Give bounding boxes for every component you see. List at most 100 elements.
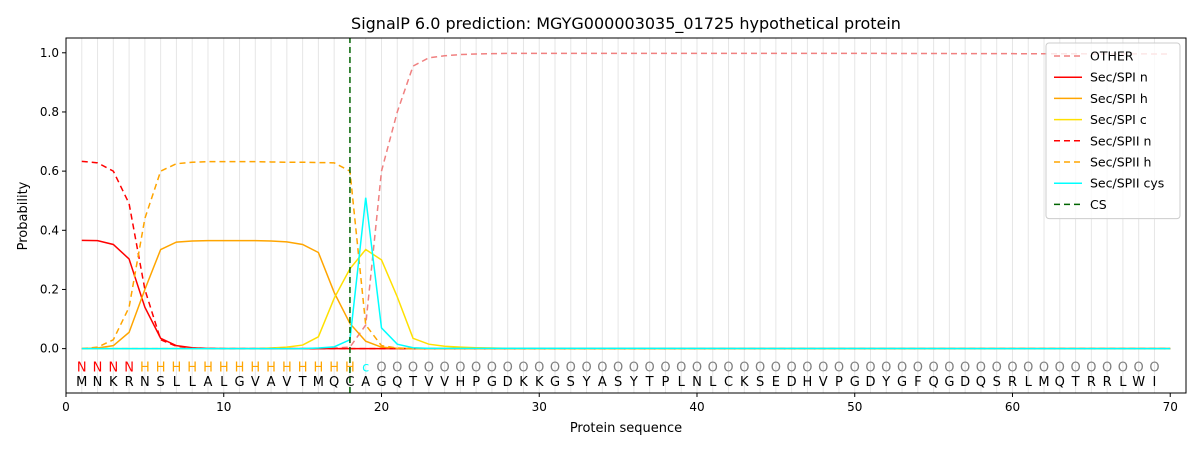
- annotation-letter: O: [992, 360, 1002, 375]
- x-tick-label: 10: [216, 400, 231, 414]
- annotation-letter: O: [439, 360, 449, 375]
- plot-frame: [65, 37, 1187, 394]
- sequence-letter: G: [944, 375, 954, 390]
- series-line-other: [81, 52, 1171, 350]
- annotation-letter: H: [140, 360, 150, 375]
- sequence-letter: V: [424, 375, 433, 390]
- annotation-letter: O: [613, 360, 623, 375]
- annotation-letter: O: [1039, 360, 1049, 375]
- sequence-letter: K: [109, 375, 118, 390]
- sequence-letter: P: [835, 375, 843, 390]
- annotation-letter: H: [266, 360, 276, 375]
- sequence-letter: K: [519, 375, 528, 390]
- annotation-letter: O: [739, 360, 749, 375]
- sequence-letter: P: [662, 375, 670, 390]
- annotation-letter: O: [455, 360, 465, 375]
- annotation-letter: H: [329, 360, 339, 375]
- sequence-letter: H: [803, 375, 813, 390]
- annotation-letter: O: [471, 360, 481, 375]
- sequence-letter: R: [1103, 375, 1112, 390]
- annotation-letter: O: [944, 360, 954, 375]
- annotation-letter: O: [566, 360, 576, 375]
- annotation-letter: O: [392, 360, 402, 375]
- sequence-letter: T: [1071, 375, 1080, 390]
- sequence-letter: G: [487, 375, 497, 390]
- y-axis-label: Probability: [16, 181, 31, 250]
- plot-area: NMNNNKNRHNHSHLHLHAHLHGHVHAHVHTHMHQHCcAOG…: [40, 37, 1187, 414]
- annotation-letter: N: [124, 360, 134, 375]
- annotation-letter: O: [1070, 360, 1080, 375]
- sequence-letter: L: [1119, 375, 1127, 390]
- series-line-sec-spii-h: [81, 160, 1171, 350]
- sequence-letter: V: [251, 375, 260, 390]
- annotation-letter: O: [676, 360, 686, 375]
- y-tick-label: 0.4: [40, 223, 59, 237]
- legend-entry: Sec/SPI h: [1090, 91, 1148, 106]
- chart-title: SignalP 6.0 prediction: MGYG000003035_01…: [351, 14, 901, 34]
- sequence-letter: S: [993, 375, 1001, 390]
- x-tick-label: 40: [689, 400, 704, 414]
- annotation-letter: H: [156, 360, 166, 375]
- annotation-letter: O: [913, 360, 923, 375]
- annotation-letter: O: [487, 360, 497, 375]
- annotation-letter: O: [818, 360, 828, 375]
- sequence-letter: V: [282, 375, 291, 390]
- sequence-letter: W: [1132, 375, 1145, 390]
- legend-entry: CS: [1090, 197, 1107, 212]
- annotation-letter: O: [787, 360, 797, 375]
- sequence-letter: G: [850, 375, 860, 390]
- annotation-letter: H: [203, 360, 213, 375]
- sequence-letter: A: [361, 375, 370, 390]
- annotation-letter: O: [802, 360, 812, 375]
- annotation-letter: O: [755, 360, 765, 375]
- legend-entry: Sec/SPI c: [1090, 112, 1147, 127]
- annotation-letter: O: [850, 360, 860, 375]
- series-line-sec-spii-n: [81, 160, 1171, 350]
- y-tick-label: 1.0: [40, 46, 59, 60]
- sequence-letter: I: [1153, 375, 1157, 390]
- sequence-letter: D: [960, 375, 970, 390]
- annotation-letter: O: [834, 360, 844, 375]
- sequence-letter: H: [455, 375, 465, 390]
- sequence-letter: S: [157, 375, 165, 390]
- sequence-letter: L: [220, 375, 228, 390]
- sequence-letter: N: [692, 375, 702, 390]
- series-line-sec-spii-cys: [81, 197, 1171, 350]
- series-group: [81, 38, 1171, 393]
- annotation-letter: O: [1134, 360, 1144, 375]
- sequence-letter: S: [756, 375, 764, 390]
- sequence-letter: M: [76, 375, 87, 390]
- annotation-letter: O: [1118, 360, 1128, 375]
- annotation-letter: O: [1102, 360, 1112, 375]
- annotation-letter: N: [77, 360, 87, 375]
- annotation-letter: N: [93, 360, 103, 375]
- sequence-letter: C: [724, 375, 733, 390]
- annotation-letter: H: [172, 360, 182, 375]
- annotation-letter: O: [897, 360, 907, 375]
- annotation-letter: O: [629, 360, 639, 375]
- y-tick-label: 0.2: [40, 282, 59, 296]
- legend-entry: Sec/SPII n: [1090, 133, 1151, 148]
- sequence-letter: T: [298, 375, 307, 390]
- sequence-letter: T: [645, 375, 654, 390]
- series-line-sec-spi-n: [81, 239, 1171, 350]
- sequence-letter: A: [204, 375, 213, 390]
- sequence-letter: V: [440, 375, 449, 390]
- sequence-letter: P: [472, 375, 480, 390]
- sequence-letter: K: [535, 375, 544, 390]
- annotation-letter: O: [660, 360, 670, 375]
- legend-entry: OTHER: [1090, 49, 1134, 64]
- sequence-letter: Y: [629, 375, 638, 390]
- annotation-letter: O: [928, 360, 938, 375]
- annotation-letter: O: [692, 360, 702, 375]
- x-tick-label: 50: [847, 400, 862, 414]
- y-tick-label: 0.6: [40, 164, 59, 178]
- sequence-letter: L: [1025, 375, 1033, 390]
- x-tick-label: 60: [1005, 400, 1020, 414]
- sequence-letter: Q: [976, 375, 986, 390]
- x-tick-label: 30: [532, 400, 547, 414]
- sequence-letter: S: [614, 375, 622, 390]
- sequence-letter: L: [189, 375, 197, 390]
- x-axis-label: Protein sequence: [570, 421, 682, 436]
